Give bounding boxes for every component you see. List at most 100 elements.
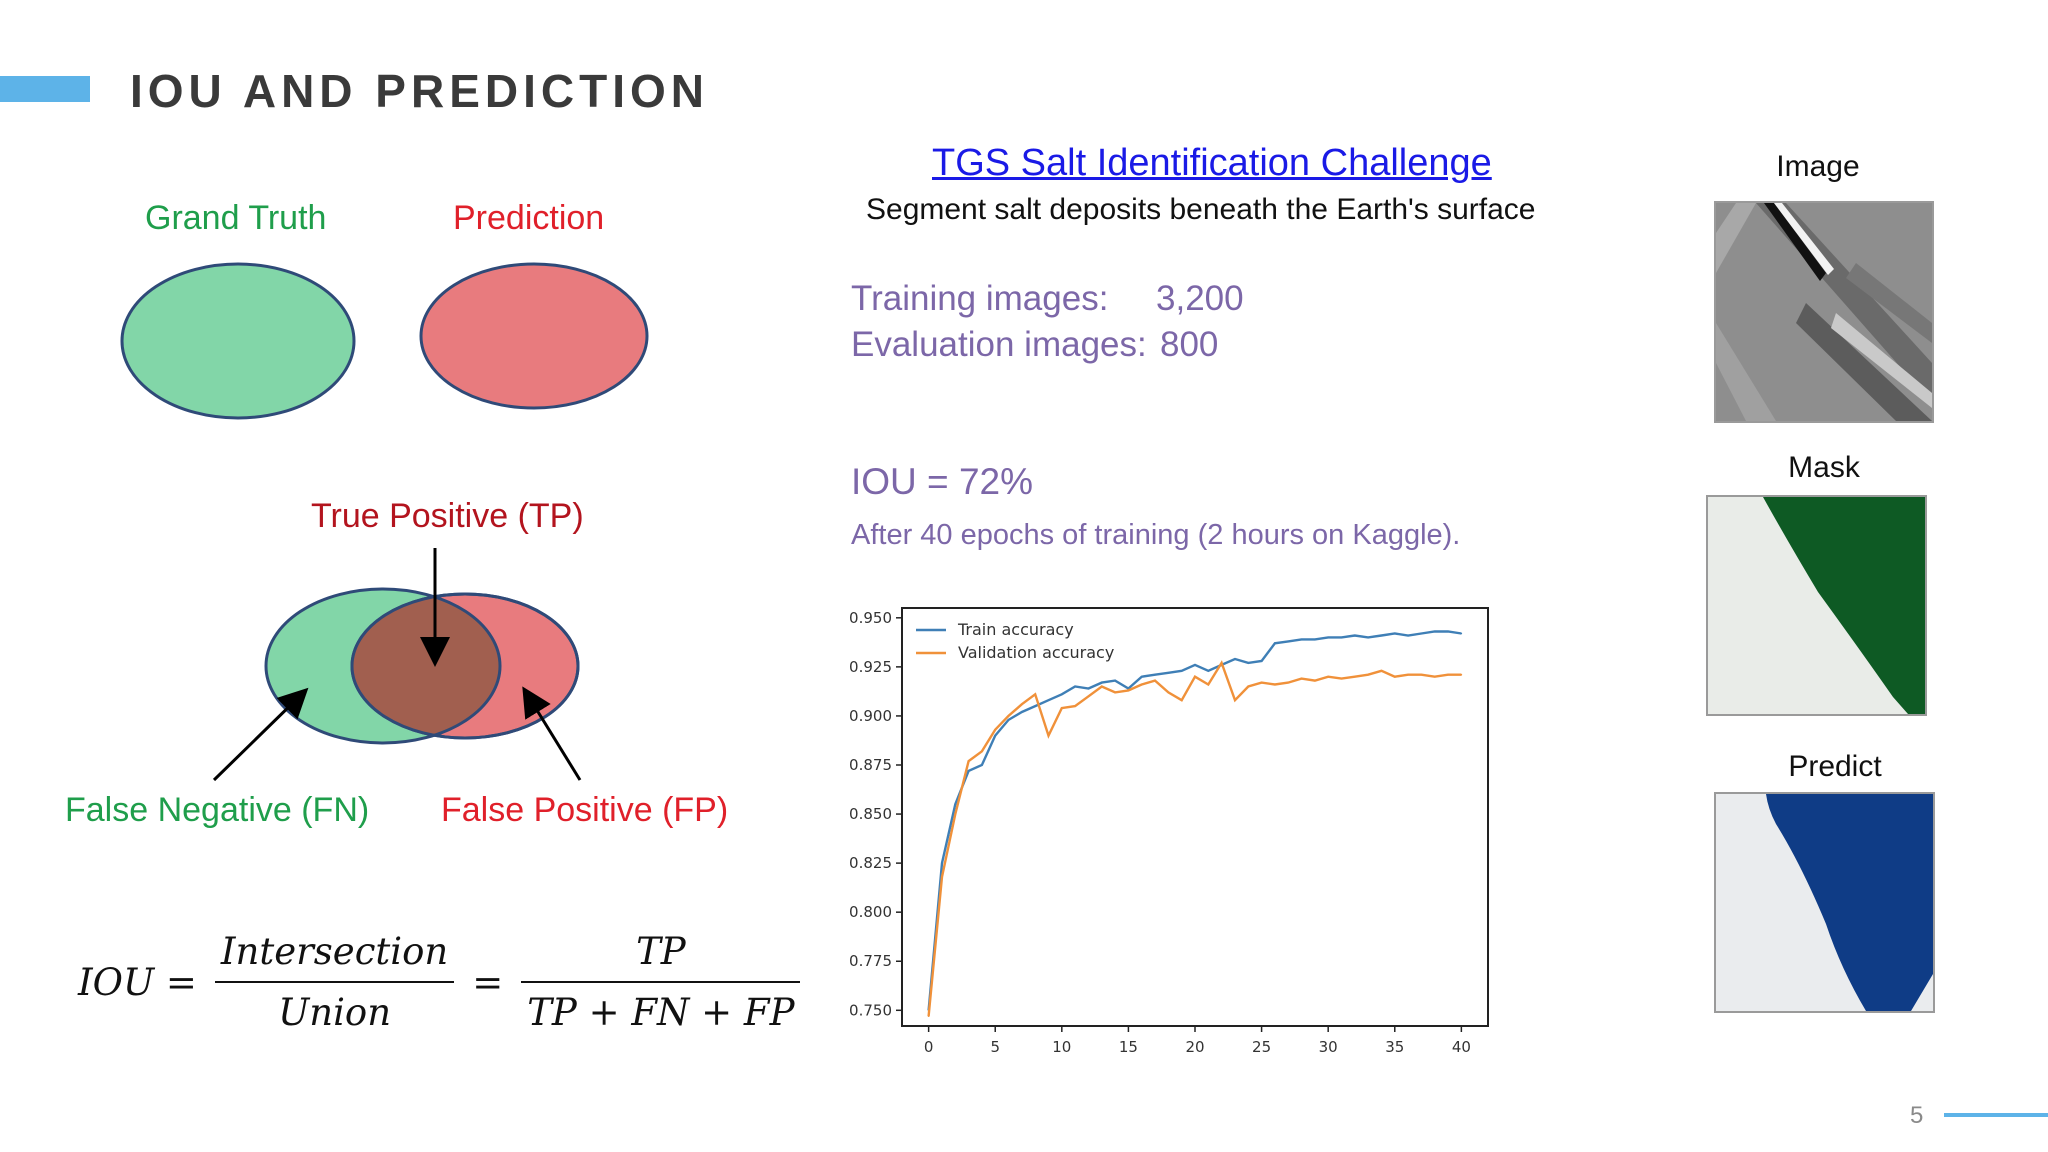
data-point (1074, 685, 1076, 688)
seismic-texture (1716, 203, 1932, 421)
data-point (954, 813, 957, 815)
iou-result: IOU = 72% (851, 461, 1034, 502)
data-point (1260, 681, 1263, 684)
formula-frac1-numerator: Intersection (214, 930, 455, 983)
data-point (941, 876, 943, 878)
image-thumb-label: Image (1776, 150, 1860, 183)
formula-frac2-numerator: TP (521, 930, 801, 983)
y-tick-label: 0.800 (849, 903, 892, 921)
data-point (1447, 630, 1449, 633)
data-point (1207, 683, 1210, 686)
data-point (1354, 634, 1356, 637)
data-point (1260, 660, 1263, 662)
seismic-image-thumbnail (1714, 201, 1934, 423)
data-point (927, 1015, 930, 1017)
chart-plot-frame (901, 607, 1489, 1027)
prediction-label: Prediction (453, 199, 605, 237)
data-point (1393, 632, 1396, 635)
legend-entry: Validation accuracy (958, 643, 1114, 662)
data-point (1087, 695, 1090, 698)
data-point (1287, 681, 1290, 684)
data-point (1234, 658, 1236, 660)
data-point (1407, 673, 1409, 676)
ground-truth-label: Grand Truth (145, 199, 327, 237)
footer-accent-line (1944, 1113, 2048, 1117)
x-tick-label: 40 (1452, 1038, 1471, 1056)
data-point (1194, 675, 1196, 678)
legend-entry: Train accuracy (957, 620, 1074, 639)
slide-title: IOU AND PREDICTION (130, 65, 709, 117)
fn-arrow (212, 687, 309, 782)
data-point (967, 760, 970, 762)
data-point (1247, 662, 1250, 664)
data-point (1340, 636, 1343, 639)
data-point (1327, 675, 1329, 678)
data-point (981, 750, 983, 753)
data-point (1433, 630, 1436, 633)
data-point (1087, 687, 1090, 690)
data-point (1167, 691, 1170, 694)
data-point (1154, 679, 1156, 682)
mask-thumb-label: Mask (1788, 451, 1860, 484)
data-point (1340, 677, 1343, 680)
data-point (1061, 693, 1063, 696)
formula-lhs: IOU = (78, 960, 197, 1004)
data-point (1274, 683, 1276, 686)
data-point (1140, 675, 1143, 678)
formula-fraction-2: TP TP + FN + FP (521, 930, 801, 1034)
data-point (1207, 669, 1210, 672)
fp-arrow (522, 686, 582, 781)
data-point (1021, 703, 1023, 705)
venn-diagram-graphic (120, 262, 649, 782)
data-point (1327, 636, 1329, 639)
formula-frac2-denominator: TP + FN + FP (527, 991, 795, 1034)
data-point (1354, 675, 1356, 678)
data-point (1007, 715, 1010, 717)
data-point (1047, 699, 1050, 702)
ground-truth-ellipse (120, 262, 356, 420)
y-tick-label: 0.825 (849, 854, 892, 872)
data-point (1034, 693, 1036, 696)
data-point (967, 770, 970, 772)
data-point (1247, 685, 1250, 688)
evaluation-images-label: Evaluation images: (851, 325, 1147, 364)
intersection-region (352, 594, 500, 738)
formula-frac1-denominator: Union (278, 991, 392, 1034)
false-negative-label: False Negative (FN) (65, 791, 370, 829)
pred-outline (350, 592, 580, 740)
data-point (1300, 677, 1303, 680)
challenge-link[interactable]: TGS Salt Identification Challenge (932, 142, 1492, 184)
data-point (1100, 685, 1103, 688)
data-point (1167, 671, 1170, 674)
x-tick-label: 5 (990, 1038, 1000, 1056)
predict-thumb-label: Predict (1788, 750, 1882, 783)
data-point (1100, 681, 1103, 684)
y-tick-label: 0.750 (849, 1001, 892, 1019)
x-tick-label: 30 (1319, 1038, 1338, 1056)
x-tick-label: 15 (1119, 1038, 1138, 1056)
training-images-value: 3,200 (1156, 279, 1244, 318)
data-point (1460, 632, 1463, 635)
data-point (1180, 699, 1183, 702)
data-point (941, 862, 943, 864)
y-tick-label: 0.950 (849, 609, 892, 627)
data-point (994, 728, 997, 731)
data-point (981, 764, 983, 766)
data-point (1007, 719, 1010, 721)
page-number: 5 (1910, 1102, 1924, 1129)
y-tick-label: 0.850 (849, 805, 892, 823)
title-accent-bar (0, 76, 90, 102)
data-point (1074, 705, 1076, 707)
data-point (1460, 673, 1463, 676)
epochs-note: After 40 epochs of training (2 hours on … (851, 519, 1461, 551)
data-point (1407, 634, 1409, 637)
data-point (1380, 634, 1383, 637)
data-point (1061, 707, 1063, 709)
data-point (1047, 734, 1050, 737)
data-point (1314, 679, 1316, 682)
prediction-shape (1716, 794, 1933, 1011)
data-point (1447, 673, 1449, 676)
data-point (1287, 640, 1290, 643)
data-point (1274, 642, 1276, 645)
formula-equals: = (472, 960, 504, 1004)
